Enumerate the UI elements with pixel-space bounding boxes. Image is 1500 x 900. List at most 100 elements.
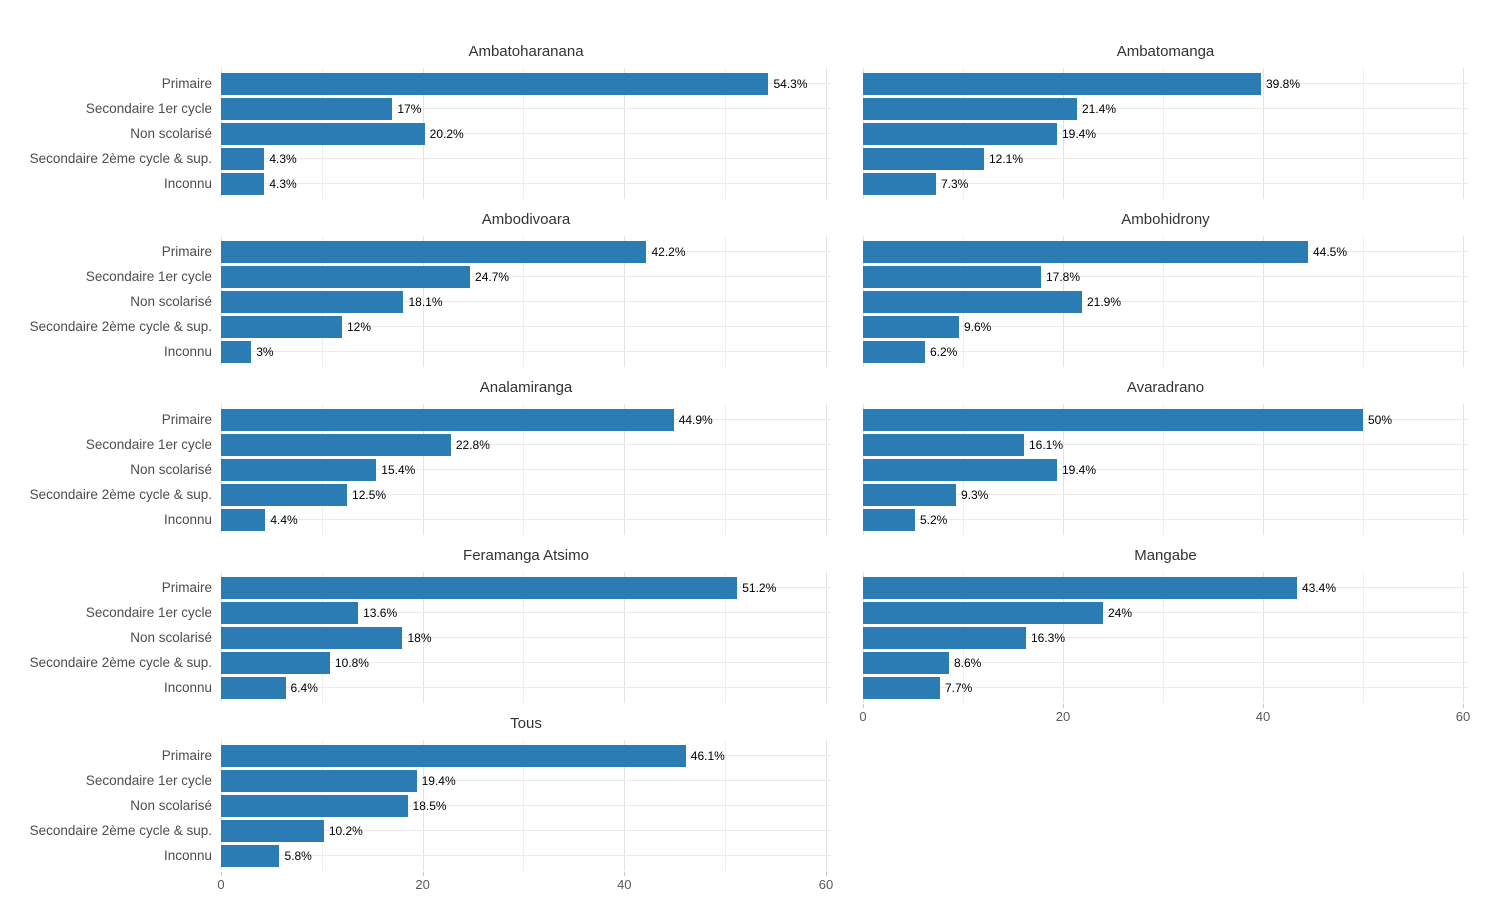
bar	[221, 315, 342, 338]
bars: 39.8% 21.4% 19.4% 12.1% 7.3%	[863, 71, 1468, 196]
bar-value-label: 21.4%	[1082, 101, 1117, 116]
category-label: Secondaire 1er cycle	[85, 773, 212, 788]
bar-row: 42.2%	[221, 239, 831, 264]
bars: 44.5% 17.8% 21.9% 9.6% 6.2%	[863, 239, 1468, 364]
bar	[863, 651, 949, 674]
bar-value-label: 8.6%	[954, 655, 982, 670]
bar	[221, 819, 324, 842]
bar-value-label: 7.3%	[941, 176, 969, 191]
bar-row: 10.2%	[221, 818, 831, 843]
bar-row: 4.4%	[221, 507, 831, 532]
bar	[863, 408, 1363, 431]
bar	[221, 676, 286, 699]
grid-line-horizontal	[863, 351, 1468, 352]
facet-row: Primaire Secondaire 1er cycle Non scolaris…	[0, 42, 1500, 210]
category-label: Secondaire 1er cycle	[85, 101, 212, 116]
bar	[221, 147, 265, 170]
category-label: Primaire	[161, 412, 212, 427]
bar	[221, 458, 377, 481]
category-label: Secondaire 1er cycle	[85, 437, 212, 452]
bar	[221, 240, 647, 263]
plot-area: 44.9% 22.8% 15.4% 12.5% 4.4%	[221, 404, 831, 535]
bar	[863, 265, 1041, 288]
bars: 44.9% 22.8% 15.4% 12.5% 4.4%	[221, 407, 831, 532]
bar-row: 19.4%	[863, 121, 1468, 146]
bar-row: 4.3%	[221, 171, 831, 196]
bar	[863, 458, 1057, 481]
grid-line-horizontal	[221, 108, 831, 109]
bar-row: 39.8%	[863, 71, 1468, 96]
grid-line-horizontal	[863, 519, 1468, 520]
bar	[221, 97, 393, 120]
x-tick-label: 20	[415, 877, 430, 892]
category-labels: Primaire Secondaire 1er cycle Non scolaris…	[0, 546, 221, 700]
grid-line-horizontal	[221, 519, 831, 520]
x-tick-label: 40	[1255, 709, 1271, 724]
grid-line-horizontal	[863, 469, 1468, 470]
grid-line-horizontal	[221, 830, 831, 831]
bar-value-label: 10.8%	[334, 655, 369, 670]
bar-row: 17%	[221, 96, 831, 121]
bar	[221, 122, 425, 145]
grid-line-horizontal	[221, 183, 831, 184]
facet-title: Feramanga Atsimo	[463, 547, 589, 564]
bar	[221, 744, 686, 767]
x-tick-label: 0	[217, 877, 225, 892]
bar	[221, 651, 330, 674]
facet-row: Primaire Secondaire 1er cycle Non scolaris…	[0, 714, 1500, 892]
bar-row: 16.1%	[863, 432, 1468, 457]
bar-row: 13.6%	[221, 600, 831, 625]
bar-value-label: 6.2%	[930, 344, 958, 359]
bars: 51.2% 13.6% 18% 10.8% 6.4%	[221, 575, 831, 700]
category-labels: Primaire Secondaire 1er cycle Non scolaris…	[0, 210, 221, 364]
bar-row: 7.7%	[863, 675, 1468, 700]
grid-line-horizontal	[863, 108, 1468, 109]
category-label: Secondaire 2ème cycle & sup.	[29, 319, 212, 334]
facet-panel: Mangabe 43.4% 24% 16.3% 8.6% 7.7% 0 20 40 60	[859, 546, 1471, 729]
grid-line-horizontal	[863, 133, 1468, 134]
bar-row: 44.5%	[863, 239, 1468, 264]
bar-row: 12.5%	[221, 482, 831, 507]
bar-value-label: 16.1%	[1029, 437, 1064, 452]
category-labels: Primaire Secondaire 1er cycle Non scolaris…	[0, 714, 221, 868]
grid-line-horizontal	[221, 494, 831, 495]
bar-value-label: 7.7%	[945, 680, 973, 695]
category-labels: Primaire Secondaire 1er cycle Non scolaris…	[0, 42, 221, 196]
bar-value-label: 19.4%	[421, 773, 456, 788]
x-axis: 0 20 40 60	[217, 871, 833, 897]
bar-value-label: 6.4%	[290, 680, 318, 695]
facet-panel: Ambohidrony 44.5% 17.8% 21.9% 9.6% 6.2%	[863, 210, 1468, 367]
bar-value-label: 12%	[346, 319, 372, 334]
bar-row: 4.3%	[221, 146, 831, 171]
category-label: Primaire	[161, 580, 212, 595]
bar	[221, 433, 451, 456]
facet-title: Ambatoharanana	[468, 43, 584, 60]
bar-value-label: 5.8%	[284, 848, 312, 863]
grid-line-horizontal	[863, 687, 1468, 688]
bar-row: 19.4%	[863, 457, 1468, 482]
bar-row: 21.9%	[863, 289, 1468, 314]
grid-line-horizontal	[221, 687, 831, 688]
bar-row: 12.1%	[863, 146, 1468, 171]
bar-value-label: 12.5%	[352, 487, 387, 502]
bar	[863, 147, 984, 170]
bar-value-label: 43.4%	[1302, 580, 1337, 595]
bar-row: 50%	[863, 407, 1468, 432]
category-label: Secondaire 1er cycle	[85, 269, 212, 284]
category-label: Non scolarisé	[130, 462, 212, 477]
x-tick-label: 60	[1455, 709, 1471, 724]
bar-value-label: 9.3%	[961, 487, 989, 502]
bar-value-label: 24.7%	[475, 269, 510, 284]
category-label: Secondaire 2ème cycle & sup.	[29, 823, 212, 838]
facet-title: Tous	[510, 715, 542, 732]
bar-row: 3%	[221, 339, 831, 364]
facet-title: Avaradrano	[1126, 379, 1205, 396]
bar-value-label: 50%	[1368, 412, 1393, 427]
bar-value-label: 10.2%	[328, 823, 363, 838]
bar-row: 6.4%	[221, 675, 831, 700]
x-tick-mark	[1263, 704, 1264, 708]
bar	[221, 769, 417, 792]
bars: 50% 16.1% 19.4% 9.3% 5.2%	[863, 407, 1468, 532]
bar-value-label: 4.3%	[269, 176, 297, 191]
bar-row: 51.2%	[221, 575, 831, 600]
